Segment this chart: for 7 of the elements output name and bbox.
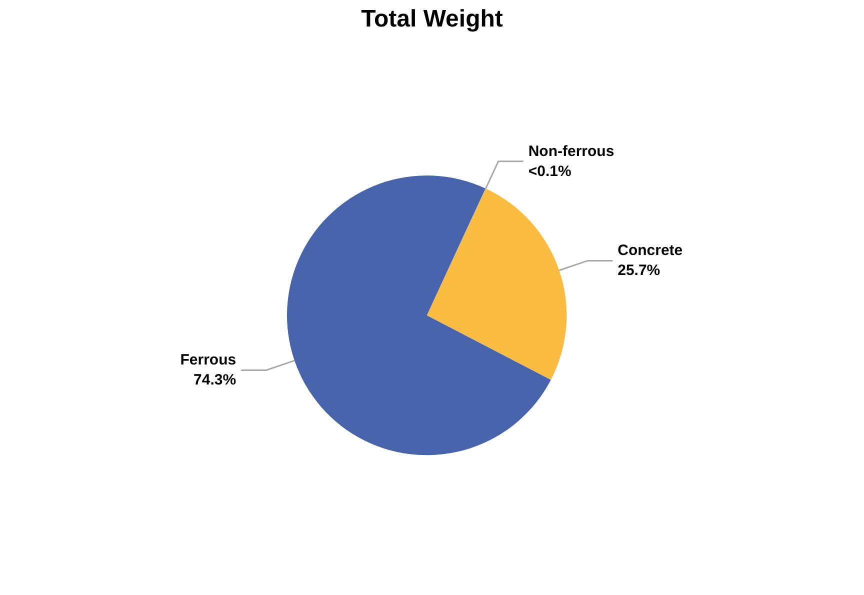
slice-label: Non-ferrous [528, 142, 614, 160]
data-label: <0.1% [528, 162, 572, 180]
data-label: 74.3% [194, 372, 236, 389]
data-label: 25.7% [618, 262, 660, 280]
slice-label: Concrete [618, 242, 683, 260]
chart-title: Total Weight [361, 6, 503, 32]
slice-label: Ferrous [180, 352, 236, 369]
